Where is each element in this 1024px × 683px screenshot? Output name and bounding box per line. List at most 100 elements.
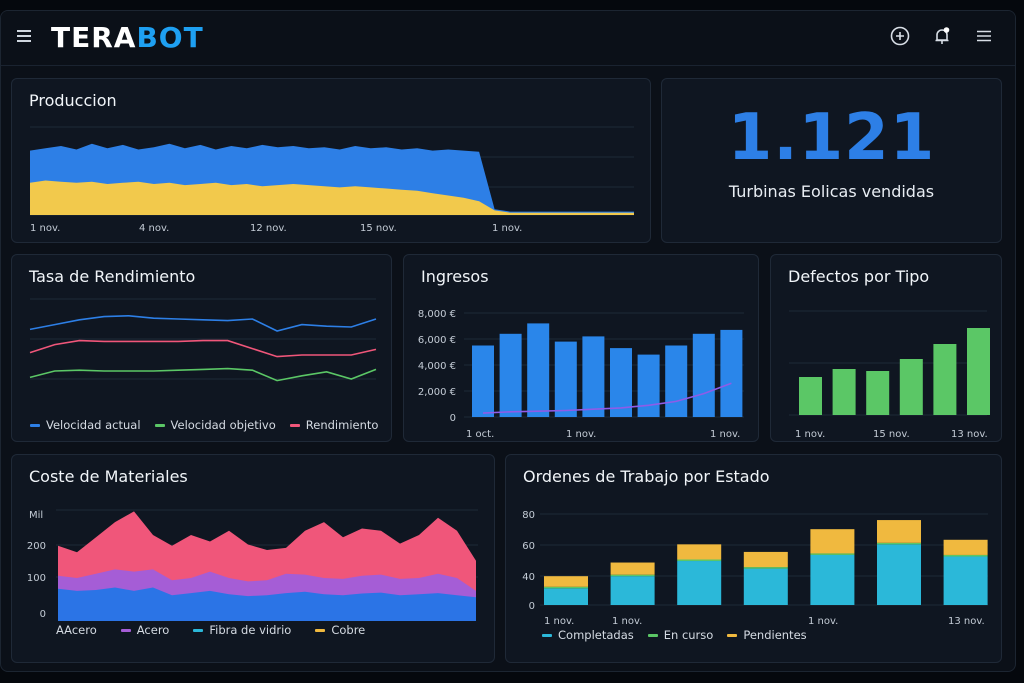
defectos-bar [899,359,923,415]
x-tick-label: 1 nov. [808,616,838,627]
bell-icon[interactable] [931,25,953,47]
side-menu-icon[interactable] [17,30,31,44]
ordenes-bar-segment [544,588,588,605]
legend-label: Velocidad actual [46,418,141,432]
defectos-bar [967,328,990,415]
ingresos-bar [554,341,577,417]
ingresos-bar [692,333,715,417]
x-tick-label: 15 nov. [360,223,397,234]
defectos-bar [866,371,890,415]
plus-circle-icon[interactable] [889,25,911,47]
ordenes-bar-segment [877,542,921,545]
defectos-bar [832,369,856,415]
ingresos-bar [582,336,605,417]
ordenes-bar-segment [677,559,722,562]
kpi-value: 1.121 [727,101,936,175]
rendimiento-card[interactable]: Tasa de Rendimiento Velocidad actual Vel… [11,254,392,442]
ordenes-title: Ordenes de Trabajo por Estado [523,467,770,486]
legend-item-completadas[interactable]: Completadas [542,628,634,642]
legend-label: En curso [663,628,714,642]
ingresos-bar [637,354,660,417]
produccion-card[interactable]: Produccion 1 nov. 4 nov. 12 nov. 15 nov. 1 n… [11,78,651,243]
ordenes-bar-segment [810,553,855,555]
ordenes-bar-segment [610,574,655,577]
ordenes-bar-segment [610,576,655,605]
legend-label: Completadas [558,628,634,642]
defectos-bar [933,344,957,415]
rendimiento-legend: Velocidad actual Velocidad objetivo Rend… [30,418,378,432]
kpi-label: Turbinas Eolicas vendidas [728,182,935,201]
y-tick-label: 80 [522,510,535,521]
x-tick-label: 4 nov. [139,223,169,234]
coste-card[interactable]: Coste de Materiales Mil 200 100 0 AAcero Ac… [11,454,495,663]
ordenes-bar-segment [610,562,655,575]
defectos-card[interactable]: Defectos por Tipo 1 nov. 15 nov. 13 nov. [770,254,1002,442]
ordenes-card[interactable]: Ordenes de Trabajo por Estado 80 60 40 0 1 n… [505,454,1002,663]
coste-chart[interactable]: Mil 200 100 0 [12,455,496,664]
legend-item-velocidad-objetivo[interactable]: Velocidad objetivo [154,418,276,432]
legend-label: Acero [136,623,170,637]
rendimiento-line-3 [29,339,377,358]
ordenes-bar-segment [810,529,855,554]
hamburger-icon[interactable] [973,25,995,47]
legend-item-en-curso[interactable]: En curso [647,628,714,642]
legend-item-velocidad-actual[interactable]: Velocidad actual [30,418,141,432]
legend-item-rendimiento[interactable]: Rendimiento [289,418,379,432]
y-unit-label: Mil [29,510,43,521]
ingresos-bar [527,323,550,417]
legend-item-fibra-de-vidrio[interactable]: Fibra de vidrio [193,623,291,637]
ordenes-bar-segment [877,544,921,605]
y-tick-label: 0 [450,413,456,424]
legend-label: Pendientes [743,628,807,642]
ordenes-bar-segment [810,554,855,605]
ingresos-bar [499,333,522,417]
defectos-bar [799,377,822,415]
legend-item-pendientes[interactable]: Pendientes [727,628,807,642]
rendimiento-line-1 [29,314,377,332]
ordenes-bar-segment [943,556,988,605]
produccion-chart[interactable]: 1 nov. 4 nov. 12 nov. 15 nov. 1 nov. [12,79,652,244]
ingresos-bar [610,348,632,417]
legend-item-acero[interactable]: Acero [120,623,170,637]
x-tick-label: 1 nov. [492,223,522,234]
y-tick-label: 200 [27,541,46,552]
rendimiento-title: Tasa de Rendimiento [29,267,196,286]
y-tick-label: 100 [27,573,46,584]
x-tick-label: 15 nov. [873,429,910,440]
ordenes-bar-segment [743,567,788,569]
ordenes-bar-segment [943,539,988,555]
rendimiento-line-2 [29,367,377,382]
defectos-chart[interactable]: 1 nov. 15 nov. 13 nov. [771,255,1003,443]
app-logo[interactable]: TERABOT [51,23,204,53]
ingresos-trend-line [482,382,732,414]
legend-item-cobre[interactable]: Cobre [315,623,365,637]
top-bar: TERABOT [1,11,1015,66]
legend-item-aacero[interactable]: AAcero [56,623,97,637]
rendimiento-chart[interactable] [12,255,393,443]
defectos-title: Defectos por Tipo [788,267,930,286]
y-tick-label: 6,000 € [418,335,456,346]
ordenes-bar-segment [743,551,788,568]
x-tick-label: 13 nov. [948,616,985,627]
y-tick-label: 40 [522,572,535,583]
x-tick-label: 13 nov. [951,429,988,440]
coste-title: Coste de Materiales [29,467,188,486]
coste-area-acero [58,587,476,621]
ordenes-bar-segment [943,554,988,557]
ordenes-bar-segment [544,586,588,589]
kpi-card[interactable]: 1.121 Turbinas Eolicas vendidas [661,78,1002,243]
y-tick-label: 2,000 € [418,387,456,398]
y-tick-label: 0 [529,601,535,612]
legend-label: Rendimiento [305,418,379,432]
ordenes-chart[interactable]: 80 60 40 0 1 nov. 1 nov. 1 nov. 13 nov. [506,455,1003,664]
ingresos-chart[interactable]: 8,000 € 6,000 € 4,000 € 2,000 € 0 1 oct. 1 nov… [404,255,760,443]
y-tick-label: 0 [40,609,46,620]
x-tick-label: 12 nov. [250,223,287,234]
produccion-area-series-2 [30,180,634,215]
y-tick-label: 8,000 € [418,309,456,320]
coste-legend: AAcero Acero Fibra de vidrio Cobre [56,623,365,637]
ordenes-bar-segment [877,520,921,543]
legend-label: Fibra de vidrio [209,623,292,637]
dashboard-window: TERABOT Produccion 1 nov. 4 nov. 12 n [0,10,1016,672]
ingresos-card[interactable]: Ingresos 8,000 € 6,000 € 4,000 € 2,000 € 0 1 … [403,254,759,442]
